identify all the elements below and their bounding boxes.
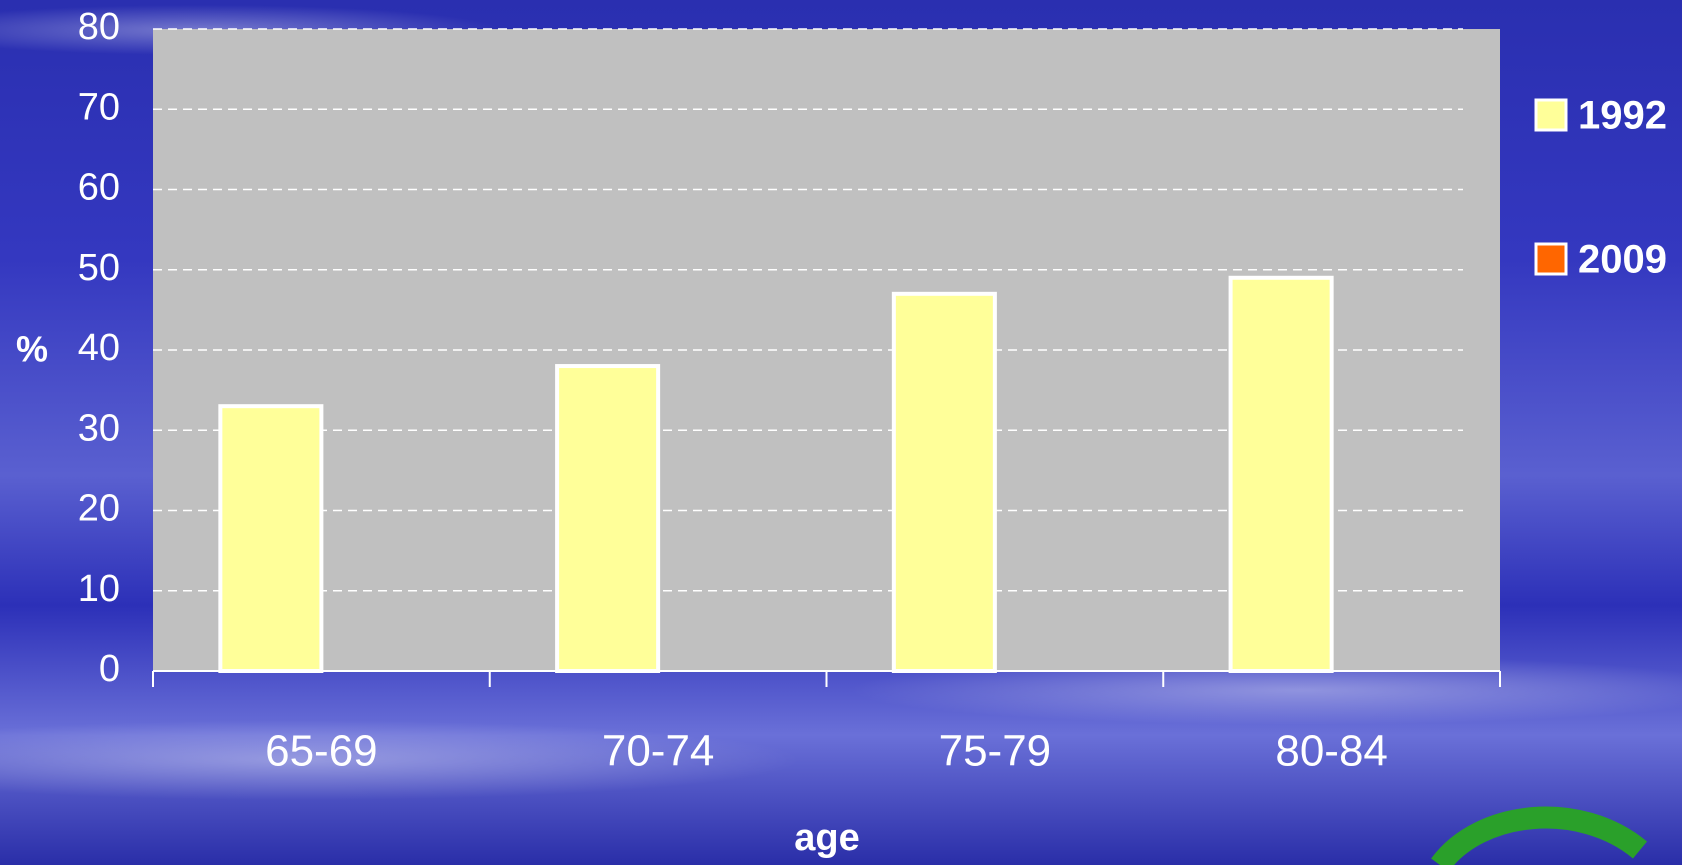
bar	[1228, 275, 1334, 673]
y-tick-label: 70	[78, 86, 120, 128]
y-tick-label: 10	[78, 568, 120, 610]
legend-swatch	[1534, 242, 1568, 276]
bar	[218, 404, 324, 673]
bar	[891, 291, 997, 673]
x-axis-label: age	[794, 817, 859, 859]
bar	[555, 364, 661, 673]
y-tick-label: 60	[78, 167, 120, 209]
x-tick-label: 75-79	[939, 727, 1052, 776]
legend-label: 2009	[1578, 238, 1667, 282]
legend-swatch	[1534, 98, 1568, 132]
y-tick-label: 40	[78, 327, 120, 369]
cloud	[0, 720, 800, 800]
x-tick-label: 80-84	[1275, 727, 1388, 776]
logo	[1431, 806, 1648, 865]
cloud	[850, 655, 1682, 725]
y-tick-label: 80	[78, 6, 120, 48]
y-tick-label: 50	[78, 247, 120, 289]
x-tick-label: 65-69	[265, 727, 378, 776]
y-tick-label: 0	[99, 648, 120, 690]
y-tick-label: 20	[78, 488, 120, 530]
legend-label: 1992	[1578, 94, 1667, 138]
x-tick-label: 70-74	[602, 727, 715, 776]
y-axis-label: %	[16, 329, 48, 370]
y-tick-label: 30	[78, 407, 120, 449]
